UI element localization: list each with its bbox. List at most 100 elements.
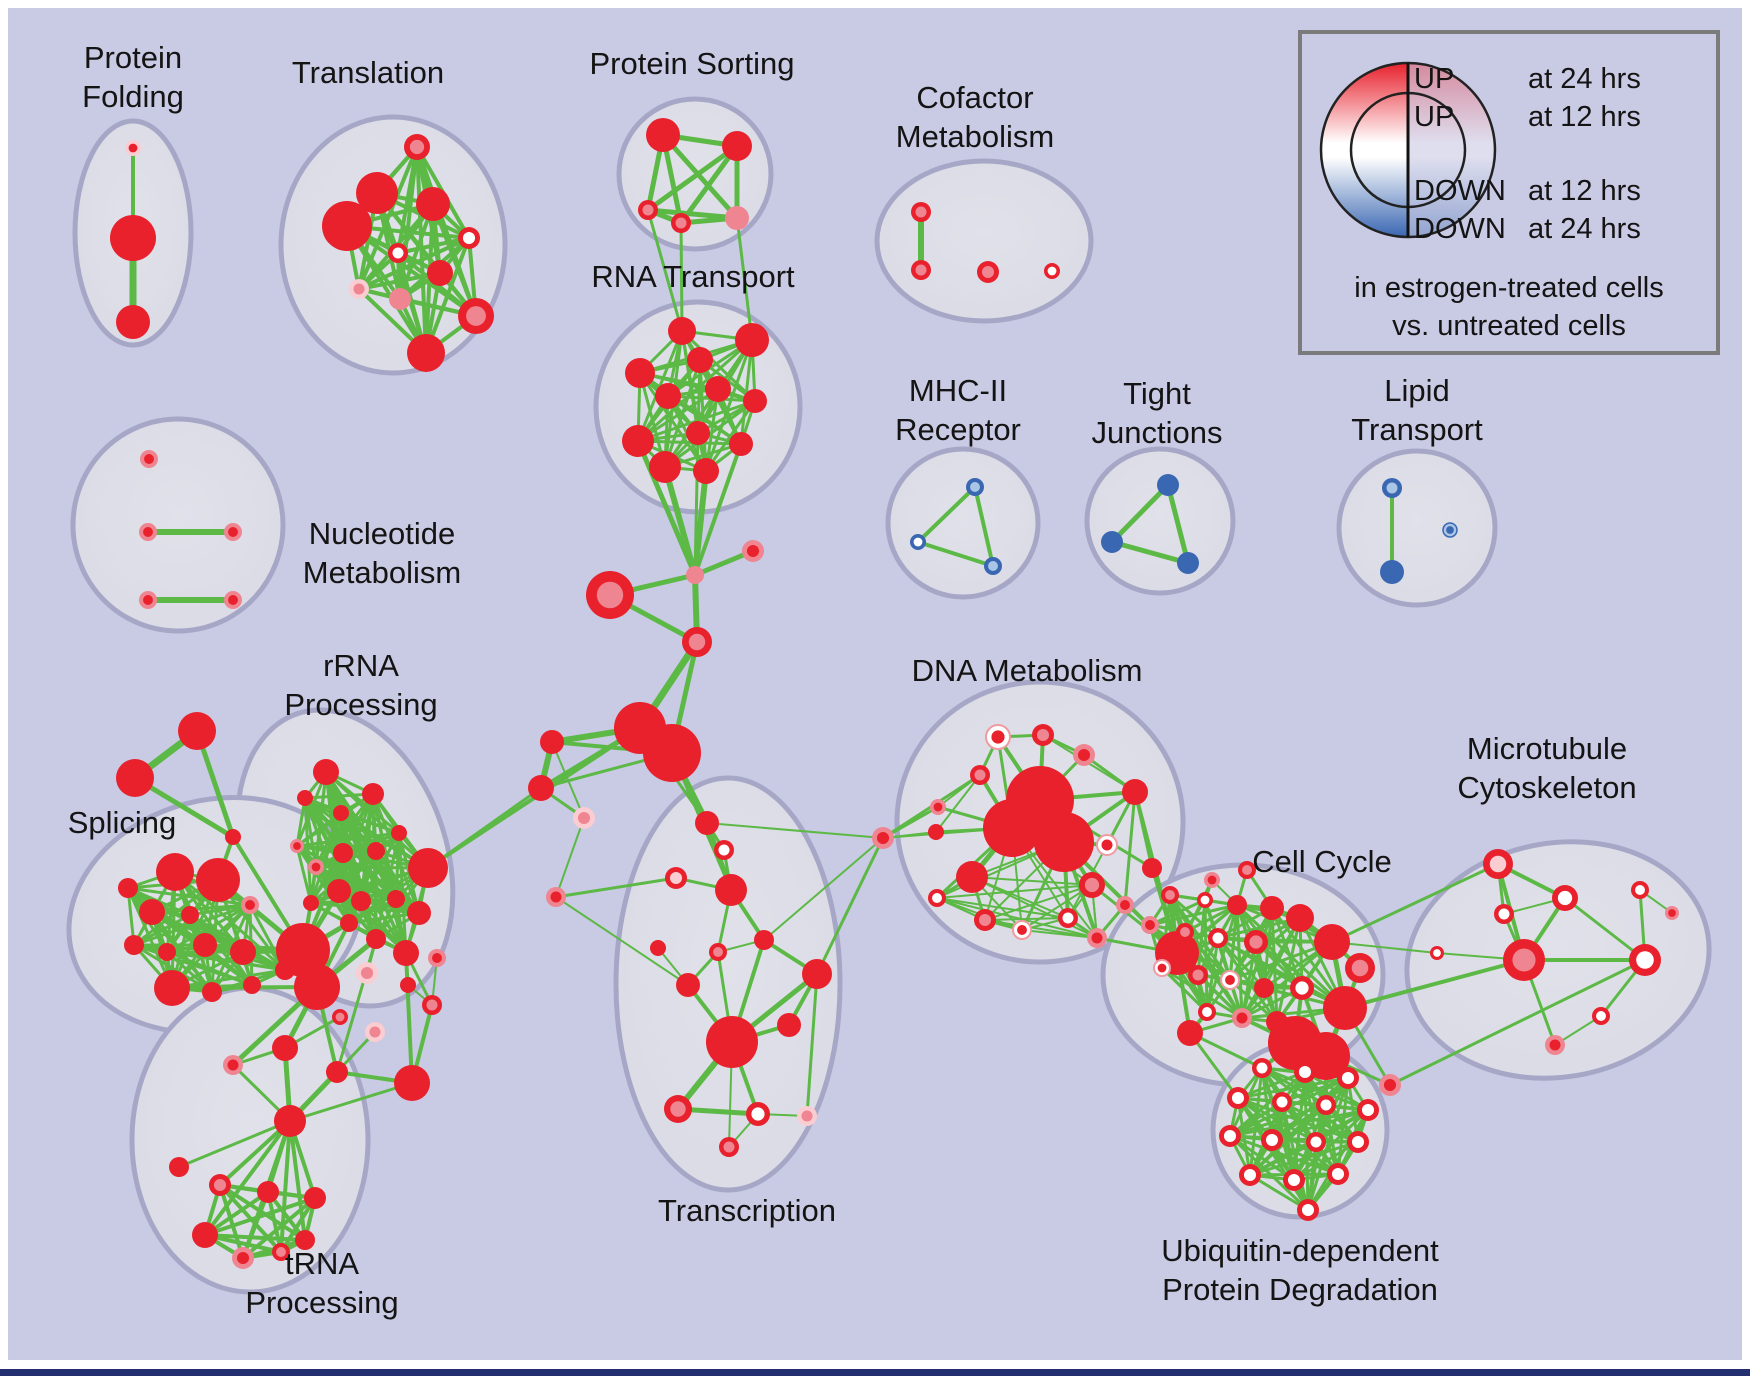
gene-node-tr1 [178,712,216,750]
network-edge [735,217,754,341]
gene-node-cc19 [1323,986,1367,1030]
gene-node-k5 [169,1157,189,1177]
network-edge [1205,904,1239,1013]
network-edge [638,372,708,472]
gene-node-core-mt9 [1596,1011,1606,1021]
network-edge [1228,904,1239,981]
gene-node-rr8 [367,842,385,860]
gene-node-core-tt6 [713,947,723,957]
network-edge [358,271,441,291]
network-edge [340,811,400,835]
network-edge [1306,1141,1318,1211]
network-edge [296,811,342,848]
gene-node-core-tt2 [718,844,730,856]
network-edge [935,774,981,833]
network-edge [151,903,251,914]
network-edge [1237,1076,1349,1100]
gene-node-sl12 [202,982,222,1002]
cluster-ellipse-lipid-transport [1336,448,1498,608]
gene-node-core-ub1 [1256,1062,1268,1074]
network-edge [1229,1134,1339,1176]
network-edge [805,973,819,1117]
gene-node-core-lp1 [1386,482,1398,494]
gene-node-tl2 [356,172,398,214]
gene-node-cc12 [1314,924,1350,960]
gene-node-core-j3 [688,633,706,651]
network-edge [555,817,585,898]
cluster-label-microtubule-cytoskeleton-line2: Cytoskeleton [1457,770,1636,805]
gene-node-core-pr2 [550,891,562,903]
network-edge [635,440,698,576]
gene-node-rt1 [668,317,696,345]
network-edge [637,338,753,443]
gene-node-core-d5 [933,802,943,812]
gene-node-core-ub10 [1310,1136,1322,1148]
network-edge [704,339,754,472]
network-edge [397,236,470,255]
network-edge [698,359,708,472]
network-edge [662,466,698,576]
gene-node-core-tt3 [669,871,683,885]
gene-node-rr12 [303,895,319,911]
network-edge [431,203,478,317]
gene-node-rr13 [351,891,371,911]
gene-node-k4 [274,1105,306,1137]
gene-node-core-ub11 [1351,1135,1365,1149]
gene-node-core-tl8 [353,283,365,295]
network-edge [1249,1173,1309,1212]
gene-node-rt3 [625,358,655,388]
network-edge [555,876,677,899]
cluster-label-tight-junctions-line1: Tight [1123,376,1191,411]
gene-node-core-mh2 [913,537,923,547]
gene-node-core-ub8 [1223,1129,1237,1143]
gene-node-core-hx7 [276,1247,286,1257]
gene-node-core-lp3 [1446,526,1454,534]
gene-node-core-ub14 [1331,1167,1345,1181]
network-edge [555,896,689,986]
legend-direction-2: UP [1414,101,1454,133]
gene-node-core-d1 [991,730,1005,744]
network-edge [289,1081,413,1123]
gene-node-k1 [272,1035,298,1061]
gene-node-lc2 [528,775,554,801]
bottom-bar [0,1369,1750,1376]
gene-node-cc17 [1254,978,1274,998]
gene-node-rt7 [743,389,767,413]
gene-node-rt6 [655,383,681,409]
gene-node-core-d7 [1101,839,1113,851]
gene-node-core-cc4 [1200,895,1210,905]
network-edge [1306,1109,1370,1211]
gene-node-core-ptr [227,1059,239,1071]
gene-node-tt11 [777,1013,801,1037]
gene-node-core-mt2 [1557,890,1573,906]
legend-direction-3: DOWN [1414,175,1506,207]
network-edge [295,845,313,904]
gene-node-core-mt5 [1433,949,1441,957]
gene-node-core-tl1 [409,139,425,155]
network-edge [678,144,740,225]
gene-node-core-cf2 [915,264,927,276]
network-edge [973,486,995,567]
gene-node-core-cc3 [1165,890,1175,900]
gene-node-core-cf1 [915,206,927,218]
gene-node-sl2 [196,858,240,902]
gene-node-core-cc14 [1157,963,1167,973]
gene-node-core-ps3 [642,204,654,216]
cluster-label-nucleotide-metabolism-line2: Metabolism [303,555,462,590]
network-edge [661,133,739,220]
gene-node-core-ub12 [1243,1168,1257,1182]
network-edge [664,399,756,469]
network-edge [133,903,251,947]
cluster-label-protein-folding-line1: Protein [84,40,182,75]
network-edge [1280,1101,1310,1211]
gene-node-lp2 [1380,560,1404,584]
network-edge [133,775,235,840]
network-edge [936,884,1093,899]
network-edge [1229,1103,1327,1138]
gene-node-d6 [1122,779,1148,805]
network-edge [133,913,191,947]
network-edge [984,884,1093,921]
gene-node-core-rr19 [360,966,374,980]
gene-node-core-rr6 [311,862,321,872]
